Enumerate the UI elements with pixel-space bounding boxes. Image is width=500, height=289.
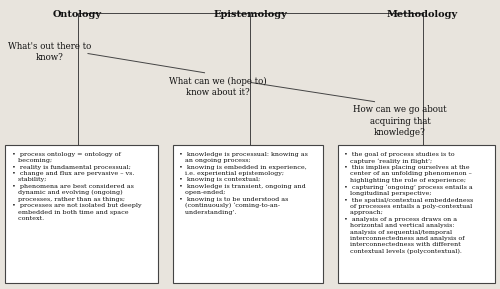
Text: What can we (hope to)
know about it?: What can we (hope to) know about it? <box>168 77 266 97</box>
Text: Ontology: Ontology <box>53 10 102 19</box>
Text: How can we go about
acquiring that
knowledge?: How can we go about acquiring that knowl… <box>353 105 447 137</box>
Bar <box>172 144 322 283</box>
Bar <box>338 144 495 283</box>
Text: Epistemology: Epistemology <box>213 10 287 19</box>
Text: •  the goal of process studies is to
   capture ‘reality in flight’;
•  this imp: • the goal of process studies is to capt… <box>344 152 473 254</box>
Bar <box>5 144 158 283</box>
Text: •  process ontology = ontology of
   becoming;
•  reality is fundamental process: • process ontology = ontology of becomin… <box>12 152 142 221</box>
Text: Methodology: Methodology <box>387 10 458 19</box>
Text: What's out there to
know?: What's out there to know? <box>8 42 91 62</box>
Text: •  knowledge is processual: knowing as
   an ongoing process;
•  knowing is embe: • knowledge is processual: knowing as an… <box>179 152 308 215</box>
